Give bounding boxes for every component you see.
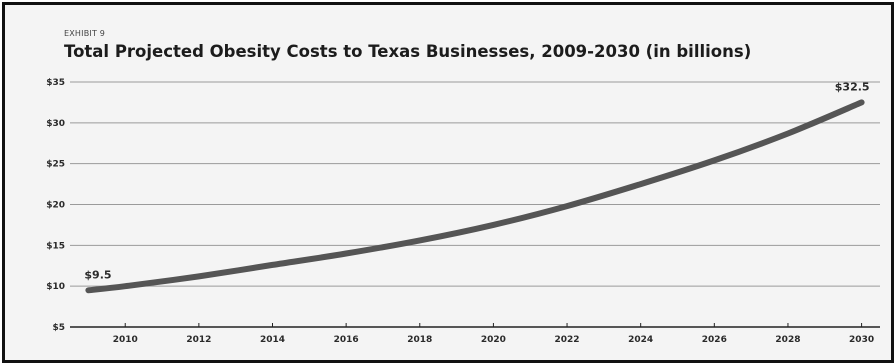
y-tick-label: $35 xyxy=(46,78,65,88)
y-tick-label: $5 xyxy=(52,323,65,333)
x-tick-label: 2022 xyxy=(555,335,580,345)
x-tick-label: 2030 xyxy=(849,335,874,345)
y-tick-label: $30 xyxy=(46,119,65,129)
chart-title: Total Projected Obesity Costs to Texas B… xyxy=(64,42,752,61)
x-tick-label: 2018 xyxy=(407,335,432,345)
x-tick-label: 2012 xyxy=(186,335,211,345)
x-tick-label: 2010 xyxy=(113,335,138,345)
series-line xyxy=(85,99,865,294)
data-labels: $9.5 $32.5 xyxy=(84,80,869,281)
x-tick-label: 2026 xyxy=(702,335,727,345)
y-tick-label: $20 xyxy=(46,201,65,211)
x-axis-ticks: 2010 2012 2014 2016 2018 2020 2022 2024 2026 2028… xyxy=(113,335,874,345)
y-tick-label: $25 xyxy=(46,160,65,170)
data-label: $32.5 xyxy=(835,80,870,93)
axes xyxy=(70,323,880,328)
gridlines xyxy=(70,81,880,287)
x-tick-label: 2014 xyxy=(260,335,285,345)
x-tick-label: 2024 xyxy=(628,335,653,345)
x-tick-label: 2016 xyxy=(334,335,359,345)
exhibit-label: EXHIBIT 9 xyxy=(64,29,106,38)
y-tick-label: $10 xyxy=(46,282,65,292)
data-label: $9.5 xyxy=(84,268,111,281)
x-tick-label: 2028 xyxy=(775,335,800,345)
series-lines xyxy=(85,99,865,294)
y-tick-label: $15 xyxy=(46,241,65,251)
y-axis-ticks: $5 $10 $15 $20 $25 $30 $35 xyxy=(46,78,65,333)
x-tick-label: 2020 xyxy=(481,335,506,345)
